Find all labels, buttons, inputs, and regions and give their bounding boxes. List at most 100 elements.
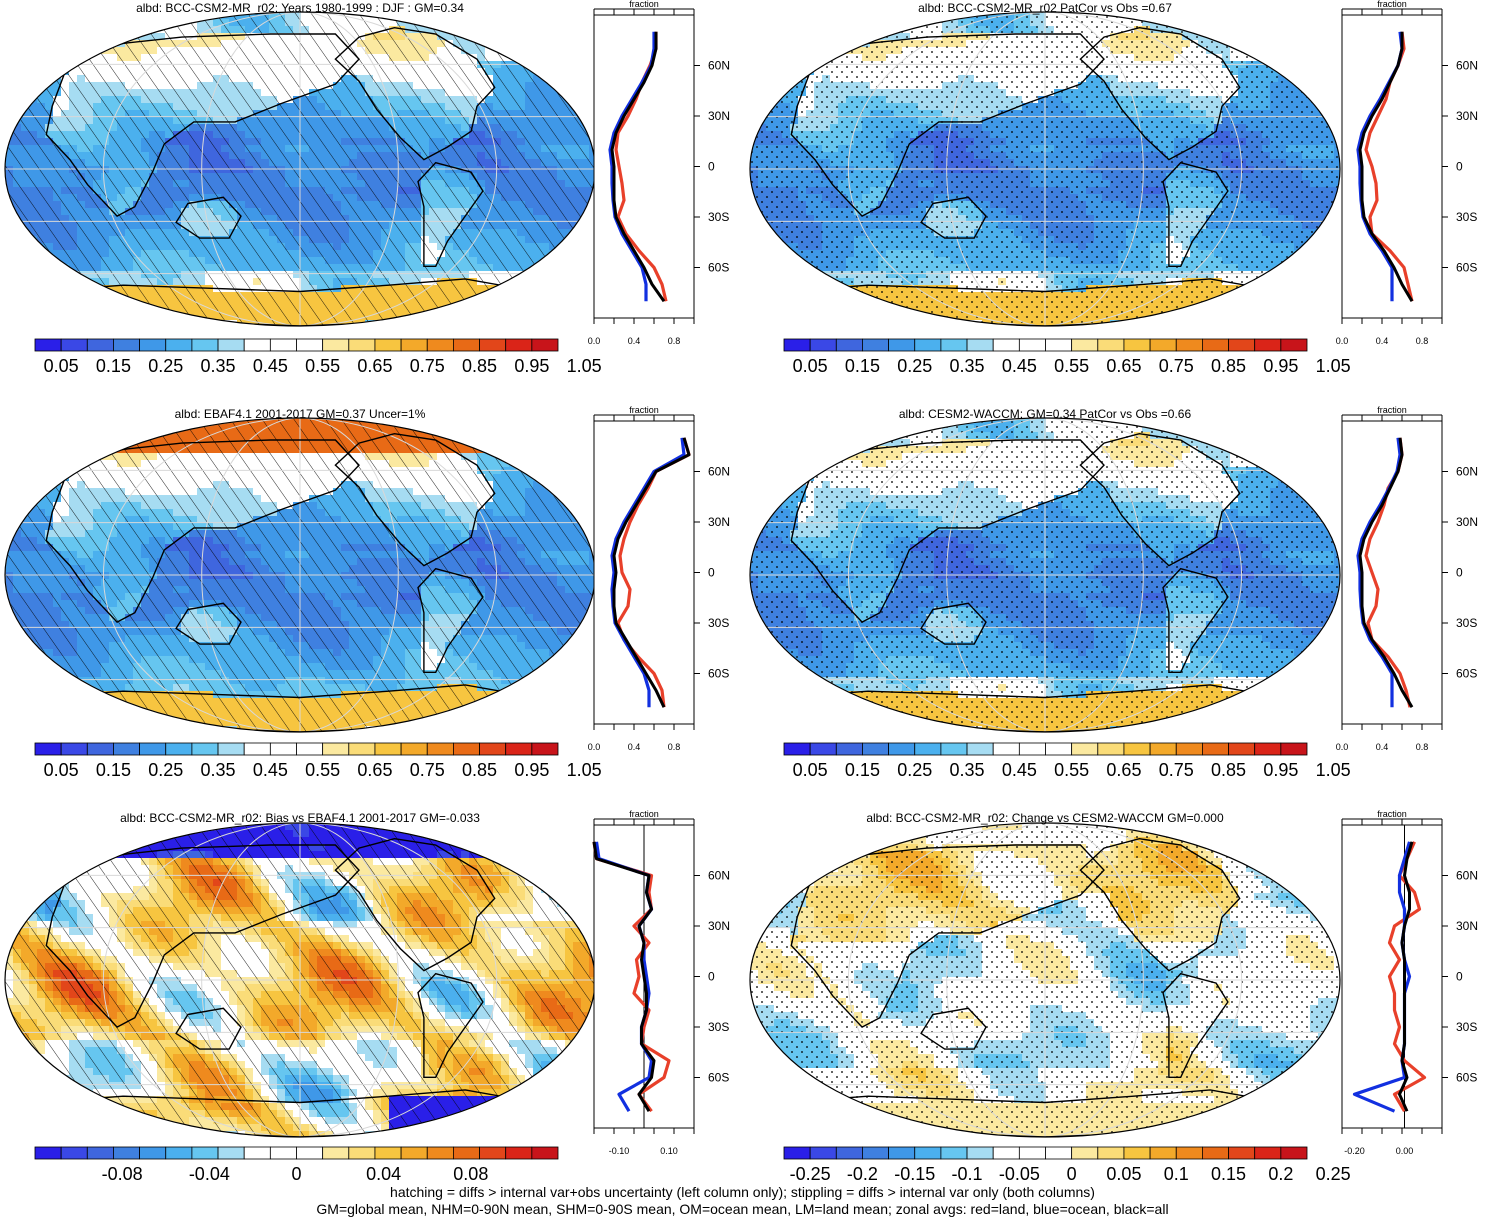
colorbar-box	[34, 338, 62, 352]
map-title: albd: CESM2-WACCM: GM=0.34 PatCor vs Obs…	[899, 407, 1192, 421]
zonal-xtick-label: 0.8	[668, 742, 681, 752]
zonal-xtick-label: 0.8	[1416, 336, 1429, 346]
coastline-australia	[175, 1007, 242, 1050]
colorbar-box	[531, 338, 559, 352]
coastline-greenland	[1226, 834, 1277, 862]
coastline-americasS	[1162, 972, 1229, 1079]
colorbar-box	[835, 742, 863, 756]
colorbar-box	[113, 742, 140, 756]
coastline-australia	[920, 602, 987, 645]
zonal-lat-label: 30N	[708, 109, 730, 123]
colorbar-box	[426, 742, 454, 756]
colorbar-label: 0.55	[1054, 356, 1089, 376]
colorbar-box	[888, 1146, 916, 1160]
colorbar-box	[1097, 742, 1125, 756]
colorbar-box	[269, 338, 297, 352]
colorbar-label: 0.15	[96, 760, 131, 780]
colorbar-box	[1228, 1146, 1256, 1160]
zonal-panel-4: fraction 0.0 0.4 0.8 60N 30N 0 30S 60S	[1336, 405, 1478, 752]
coastline-americasN	[1079, 26, 1241, 161]
zonal-xtick-label: 0.4	[1376, 336, 1389, 346]
colorbar-box	[1071, 1146, 1099, 1160]
colorbar-label: 0.05	[793, 356, 828, 376]
colorbar-label: 0.35	[950, 356, 985, 376]
zonal-xlabel: fraction	[1377, 0, 1407, 9]
zonal-lat-label: 60N	[708, 59, 730, 73]
colorbar-box	[888, 742, 916, 756]
coastline-greenland	[481, 834, 532, 862]
colorbar-box	[940, 742, 968, 756]
coastline-afroEur	[45, 844, 360, 1028]
colorbar-box	[1123, 338, 1151, 352]
colorbar-box	[1254, 742, 1282, 756]
map-title: albd: BCC-CSM2-MR_r02: Change vs CESM2-W…	[866, 811, 1224, 825]
colorbar-box	[862, 742, 890, 756]
zonal-lat-label: 60N	[1456, 59, 1478, 73]
zonal-xlabel: fraction	[629, 405, 659, 415]
colorbar-box	[809, 742, 837, 756]
colorbar-box	[34, 742, 62, 756]
colorbar-label: 0.15	[96, 356, 131, 376]
zonal-series-all	[1358, 31, 1414, 302]
colorbar-box	[505, 742, 533, 756]
zonal-lat-label: 30N	[1456, 515, 1478, 529]
coastline-greenland	[481, 429, 532, 457]
zonal-xtick-label: 0.10	[660, 1146, 678, 1156]
colorbar-label: 1.05	[1316, 356, 1351, 376]
zonal-lat-label: 60S	[1456, 261, 1477, 275]
colorbar-box	[34, 1146, 62, 1160]
coastline-americasS	[1162, 567, 1229, 673]
colorbar-box	[217, 338, 245, 352]
colorbar-box	[1175, 1146, 1203, 1160]
colorbar-box	[1228, 338, 1256, 352]
zonal-lat-label: 30S	[1456, 210, 1477, 224]
zonal-lat-label: 30S	[708, 616, 729, 630]
coastline-greenland	[1226, 23, 1277, 51]
zonal-lat-label: 30N	[1456, 919, 1478, 933]
colorbar-box	[243, 1146, 271, 1160]
colorbar-box	[940, 1146, 968, 1160]
zonal-lat-label: 60S	[708, 667, 729, 681]
colorbar-box	[1123, 742, 1151, 756]
zonal-panel-1: fraction 0.0 0.4 0.8 60N 30N 0 30S 60S	[588, 0, 730, 346]
colorbar-box	[835, 338, 863, 352]
colorbar-box	[217, 1146, 245, 1160]
colorbar-label: -0.2	[847, 1164, 878, 1184]
colorbar-box	[243, 338, 271, 352]
colorbar-box	[139, 338, 167, 352]
colorbar-label: 0.85	[462, 356, 497, 376]
zonal-xlabel: fraction	[629, 0, 659, 9]
footer-legend-note: GM=global mean, NHM=0-90N mean, SHM=0-90…	[316, 1201, 1169, 1217]
zonal-series-all	[592, 841, 656, 1112]
map-panel-2: albd: BCC-CSM2-MR_r02 PatCor vs Obs =0.6…	[749, 1, 1341, 327]
colorbar-box	[1045, 742, 1073, 756]
coastline-australia	[175, 196, 242, 239]
colorbar-label: 0.65	[357, 356, 392, 376]
colorbar-box	[783, 1146, 811, 1160]
colorbar-label: 0.75	[1159, 356, 1194, 376]
colorbar-label: 0.85	[462, 760, 497, 780]
map-title: albd: EBAF4.1 2001-2017 GM=0.37 Uncer=1%	[175, 407, 426, 421]
zonal-lat-label: 60N	[1456, 465, 1478, 479]
zonal-lat-label: 0	[708, 160, 715, 174]
zonal-lat-label: 30S	[1456, 616, 1477, 630]
colorbar-label: 0.75	[410, 356, 445, 376]
colorbar-1: 0.05 0.15 0.25 0.35 0.45 0.55 0.65 0.75 0.85 0.95…	[34, 338, 602, 376]
zonal-xlabel: fraction	[1377, 405, 1407, 415]
coastline-australia	[175, 602, 242, 645]
colorbar-box	[243, 742, 271, 756]
colorbar-label: 0.95	[514, 356, 549, 376]
colorbar-label: 0	[291, 1164, 301, 1184]
colorbar-box	[86, 742, 114, 756]
colorbar-box	[374, 742, 402, 756]
coastline-greenland	[481, 23, 532, 51]
colorbar-box	[1045, 1146, 1073, 1160]
colorbar-box	[1018, 1146, 1046, 1160]
colorbar-box	[139, 1146, 167, 1160]
coastline-afroEur	[790, 844, 1105, 1028]
zonal-xtick-label: -0.20	[1344, 1146, 1365, 1156]
zonal-lat-label: 60N	[708, 869, 730, 883]
colorbar-label: 0.45	[1002, 760, 1037, 780]
colorbar-label: 0.95	[1263, 356, 1298, 376]
map-title: albd: BCC-CSM2-MR_r02: Bias vs EBAF4.1 2…	[120, 811, 480, 825]
